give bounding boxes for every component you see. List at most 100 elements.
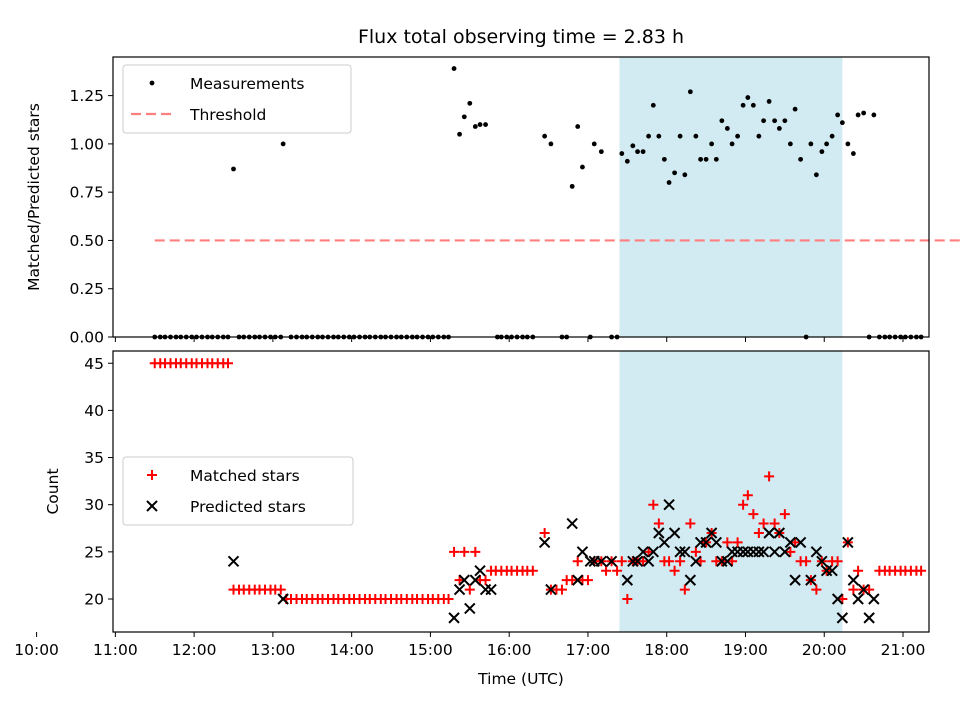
matched-star-marker (539, 527, 550, 538)
matched-star-marker (616, 556, 627, 567)
x-tick-label: 13:00 (251, 641, 296, 659)
predicted-star-marker (566, 517, 578, 530)
measurement-point (792, 106, 798, 112)
measurement-point (798, 156, 804, 162)
measurement-point (682, 172, 688, 178)
measurement-point (635, 149, 640, 155)
measurement-point (871, 112, 877, 118)
measurement-point (850, 151, 856, 156)
predicted-star-marker (605, 555, 618, 567)
measurement-point (451, 66, 457, 71)
matched-star-marker (527, 565, 538, 576)
measurement-point (598, 149, 604, 155)
legend-label: Threshold (189, 106, 266, 124)
y-tick-label: 25 (84, 543, 104, 561)
measurement-point (461, 114, 467, 120)
predicted-star-marker (448, 612, 460, 624)
matched-star-marker (222, 358, 233, 369)
predicted-star-marker (545, 583, 557, 596)
measurement-point (666, 180, 672, 185)
highlight-region (619, 351, 843, 632)
measurement-point (740, 102, 746, 108)
matched-star-marker (853, 565, 864, 576)
measurement-point (824, 141, 830, 147)
measurement-point (735, 133, 741, 139)
matched-star-marker (753, 527, 764, 538)
measurement-point (829, 133, 835, 139)
predicted-star-marker (690, 555, 702, 567)
matched-star-marker (679, 584, 690, 595)
predicted-star-marker (816, 555, 828, 567)
predicted-star-marker (757, 546, 770, 558)
predicted-star-marker (479, 583, 492, 596)
matched-star-marker (764, 471, 775, 482)
matched-star-marker (275, 584, 286, 595)
matched-star-marker (664, 556, 675, 567)
matched-star-marker (685, 518, 696, 529)
predicted-star-marker (277, 593, 289, 605)
predicted-star-marker (763, 527, 775, 539)
measurement-point (845, 141, 851, 147)
predicted-star-marker (576, 546, 589, 558)
matched-star-marker (480, 575, 491, 586)
predicted-star-marker (627, 555, 639, 567)
predicted-star-marker (852, 593, 864, 605)
y-tick-label: 0.50 (69, 232, 104, 250)
measurement-point (782, 118, 788, 124)
plot-frame (112, 350, 930, 633)
matched-star-marker (470, 546, 481, 557)
legend-box (122, 456, 354, 526)
measurement-point (745, 95, 751, 100)
measurement-point (575, 124, 581, 129)
measurement-point (467, 100, 473, 106)
measurement-point (709, 141, 715, 147)
matched-star-marker (612, 565, 623, 576)
measurement-point (724, 126, 730, 131)
measurement-point (698, 156, 703, 162)
predicted-star-marker (595, 555, 608, 567)
x-tick-label: 11:00 (93, 641, 138, 659)
predicted-star-marker (868, 593, 880, 605)
measurement-point (630, 143, 636, 149)
measurement-point (819, 149, 825, 155)
measurement-point (756, 133, 762, 139)
y-tick-label: 20 (84, 590, 104, 608)
matched-star-marker (722, 537, 733, 548)
measurement-point (569, 183, 575, 189)
matched-star-marker (690, 546, 701, 557)
measurement-point (808, 141, 814, 147)
matched-star-marker (848, 584, 859, 595)
x-tick-label: 21:00 (881, 641, 926, 659)
predicted-star-marker (863, 612, 875, 624)
matched-star-marker (732, 537, 743, 548)
top-panel: 0.00 0.25 0.50 0.75 1.00 1.25 Matched/Predicte… (25, 56, 960, 347)
x-tick-label: 10:00 (14, 641, 59, 659)
matched-star-marker (669, 565, 680, 576)
measurement-point (548, 141, 554, 147)
measurement-point (624, 158, 630, 164)
predicted-star-marker (637, 546, 649, 558)
predicted-star-marker (458, 574, 470, 586)
measurement-point (729, 141, 735, 147)
predicted-star-marker (753, 546, 765, 558)
matched-star-marker (758, 518, 769, 529)
predicted-star-marker (679, 546, 691, 558)
measurement-point (861, 110, 867, 116)
measurement-point (703, 156, 709, 162)
predicted-star-marker (847, 574, 860, 586)
plot-frame (112, 56, 930, 338)
predicted-star-marker (836, 612, 849, 624)
predicted-star-marker (642, 555, 655, 567)
measurement-point (761, 118, 766, 124)
measurement-point (772, 118, 778, 124)
y-tick-label: 45 (84, 355, 104, 373)
matched-star-marker (572, 556, 583, 567)
measurement-point (687, 89, 693, 95)
y-tick-label: 35 (84, 449, 104, 467)
matched-star-marker (779, 509, 790, 520)
predicted-star-marker (768, 546, 781, 558)
predicted-star-marker (794, 536, 807, 549)
predicted-star-marker (710, 536, 723, 549)
measurement-point (619, 151, 625, 156)
y-tick-label: 0.25 (69, 280, 104, 298)
